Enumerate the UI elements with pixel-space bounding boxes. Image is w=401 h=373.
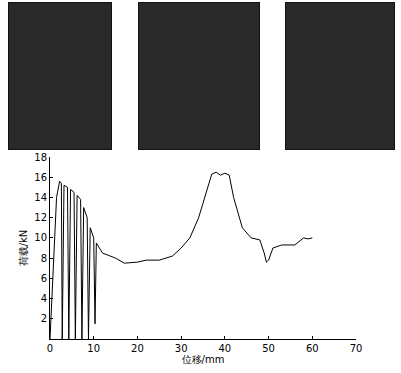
svg-text:60: 60 [306,343,319,354]
svg-text:6: 6 [41,273,47,284]
svg-text:50: 50 [262,343,275,354]
svg-text:18: 18 [34,152,47,163]
svg-text:10: 10 [87,343,100,354]
svg-text:14: 14 [34,192,47,203]
svg-text:2: 2 [41,313,47,324]
svg-text:荷载/kN: 荷载/kN [18,230,29,267]
svg-text:4: 4 [41,293,47,304]
svg-text:10: 10 [34,232,47,243]
svg-text:16: 16 [34,172,47,183]
svg-text:70: 70 [350,343,363,354]
svg-text:12: 12 [34,212,47,223]
svg-text:20: 20 [131,343,144,354]
svg-text:0: 0 [47,343,53,354]
svg-text:8: 8 [41,253,47,264]
svg-text:30: 30 [175,343,188,354]
svg-text:位移/mm: 位移/mm [182,354,225,365]
svg-text:40: 40 [218,343,231,354]
